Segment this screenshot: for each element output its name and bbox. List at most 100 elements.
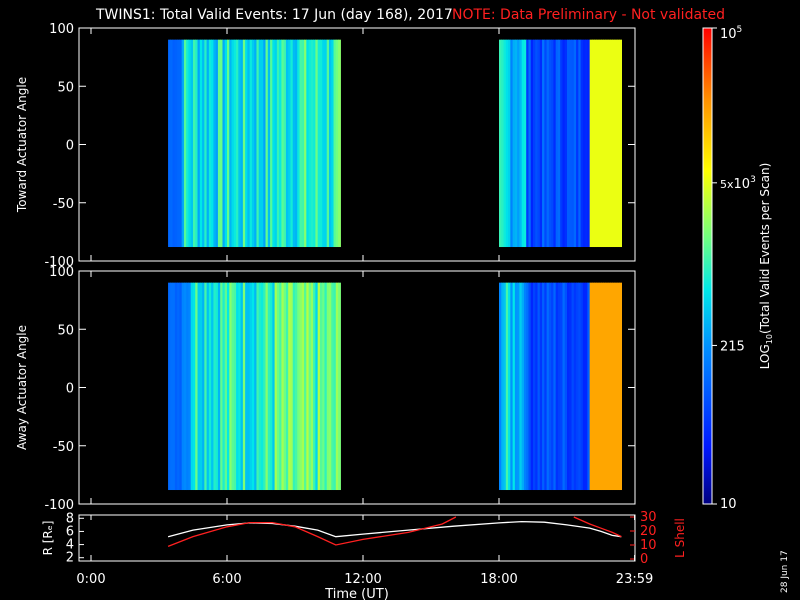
heatmap-column: [503, 282, 507, 491]
heatmap-column: [537, 39, 541, 248]
heatmap-column: [285, 39, 289, 248]
heatmap-column: [217, 282, 221, 491]
heatmap-column: [564, 282, 568, 491]
heatmap-column: [533, 39, 536, 248]
heatmap-column: [281, 282, 285, 491]
heatmap-column: [569, 39, 573, 248]
heatmap-column: [612, 282, 616, 491]
x-tick-label: 23:59: [616, 572, 653, 587]
heatmap-column: [197, 39, 201, 248]
heatmap-column: [553, 39, 557, 248]
heatmap-column: [326, 39, 330, 248]
x-tick-label: 6:00: [212, 572, 241, 587]
heatmap-column: [193, 282, 196, 491]
heatmap-column: [236, 282, 239, 491]
heatmap-column: [548, 282, 552, 491]
heatmap-column: [242, 39, 246, 248]
heatmap-column: [535, 39, 539, 248]
heatmap-column: [222, 39, 226, 248]
heatmap-column: [605, 282, 609, 491]
heatmap-column: [213, 39, 217, 248]
heatmap-column: [306, 39, 310, 248]
heatmap-column: [585, 39, 588, 248]
heatmap-column: [290, 39, 294, 248]
heatmap-column: [236, 39, 239, 248]
heatmap-column: [308, 39, 312, 248]
heatmap-column: [605, 39, 609, 248]
heatmap-column: [603, 39, 607, 248]
away-heatmap-panel: 100 50 0 -50 -100 Away Actuator Angle: [15, 265, 636, 513]
heatmap-column: [183, 39, 187, 248]
heatmap-column: [204, 282, 208, 491]
heatmap-column: [591, 39, 595, 248]
heatmap-column: [562, 282, 566, 491]
heatmap-column: [530, 282, 534, 491]
heatmap-column: [514, 282, 518, 491]
heatmap-column: [249, 282, 253, 491]
heatmap-column: [274, 39, 278, 248]
heatmap-column: [614, 39, 618, 248]
heatmap-column: [567, 282, 570, 491]
y-tick-label: 100: [49, 265, 74, 280]
heatmap-column: [315, 39, 319, 248]
heatmap-column: [202, 39, 205, 248]
heatmap-column: [607, 39, 611, 248]
heatmap-column: [208, 39, 212, 248]
toward-heatmap-panel: 100 50 0 -50 -100 Toward Actuator Angle: [15, 22, 636, 270]
heatmap-column: [310, 39, 314, 248]
heatmap-column: [297, 39, 301, 248]
heatmap-column: [322, 39, 326, 248]
heatmap-column: [564, 39, 568, 248]
colorbar-tick-label: 5x103: [720, 175, 756, 192]
heatmap-column: [508, 282, 511, 491]
heatmap-column: [215, 39, 219, 248]
heatmap-column: [229, 39, 233, 248]
chart-title: TWINS1: Total Valid Events: 17 Jun (day …: [95, 7, 453, 23]
heatmap-column: [197, 282, 201, 491]
heatmap-column: [580, 282, 584, 491]
heatmap-column: [319, 39, 323, 248]
time-x-ticks: 0:00 6:00 12:00 18:00 23:59: [76, 515, 653, 587]
heatmap-column: [601, 282, 604, 491]
heatmap-column: [208, 282, 212, 491]
heatmap-column: [220, 282, 224, 491]
heatmap-column: [213, 282, 217, 491]
heatmap-column: [249, 39, 253, 248]
heatmap-column: [168, 39, 171, 248]
heatmap-column: [578, 282, 582, 491]
heatmap-column: [594, 282, 598, 491]
heatmap-column: [612, 39, 616, 248]
heatmap-column: [224, 282, 228, 491]
heatmap-column: [238, 39, 242, 248]
heatmap-column: [519, 39, 523, 248]
heatmap-column: [610, 282, 613, 491]
heatmap-column: [279, 39, 282, 248]
heatmap-column: [238, 282, 242, 491]
radius-tick-label: 4: [66, 538, 74, 553]
y-tick-label: -50: [53, 440, 74, 455]
heatmap-column: [186, 282, 190, 491]
heatmap-column: [319, 282, 323, 491]
heatmap-column: [308, 282, 312, 491]
lshell-tick-label: 20: [640, 524, 657, 539]
heatmap-column: [317, 282, 321, 491]
heatmap-column: [240, 39, 244, 248]
heatmap-column: [582, 282, 586, 491]
heatmap-column: [555, 39, 559, 248]
heatmap-column: [535, 282, 539, 491]
heatmap-column: [557, 39, 561, 248]
heatmap-column: [501, 282, 505, 491]
heatmap-column: [562, 39, 566, 248]
x-tick-label: 18:00: [480, 572, 517, 587]
heatmap-column: [512, 282, 516, 491]
heatmap-column: [222, 282, 226, 491]
heatmap-column: [251, 39, 255, 248]
heatmap-column: [601, 39, 604, 248]
heatmap-column: [242, 282, 246, 491]
toward-heatmap-cells: [168, 39, 622, 248]
heatmap-column: [517, 282, 520, 491]
heatmap-column: [186, 39, 190, 248]
heatmap-column: [551, 282, 554, 491]
